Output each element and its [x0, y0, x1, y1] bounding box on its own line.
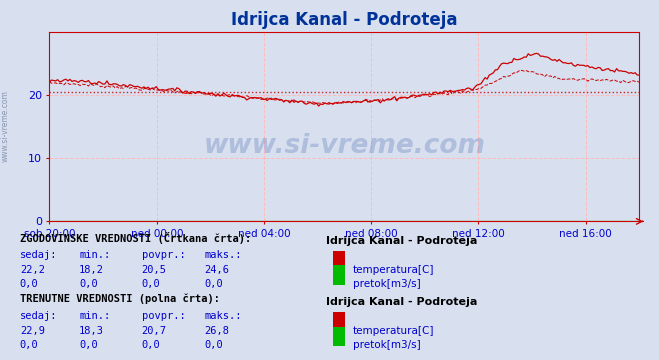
Text: 0,0: 0,0 — [142, 279, 160, 289]
Text: 20,5: 20,5 — [142, 265, 167, 275]
Text: maks.:: maks.: — [204, 250, 242, 260]
Text: pretok[m3/s]: pretok[m3/s] — [353, 279, 420, 289]
Text: sedaj:: sedaj: — [20, 250, 57, 260]
Text: Idrijca Kanal - Podroteja: Idrijca Kanal - Podroteja — [326, 297, 478, 307]
Text: 22,2: 22,2 — [20, 265, 45, 275]
Text: 18,2: 18,2 — [79, 265, 104, 275]
Text: 0,0: 0,0 — [79, 279, 98, 289]
Title: Idrijca Kanal - Podroteja: Idrijca Kanal - Podroteja — [231, 12, 457, 30]
Text: min.:: min.: — [79, 250, 110, 260]
Text: temperatura[C]: temperatura[C] — [353, 265, 434, 275]
Text: povpr.:: povpr.: — [142, 311, 185, 321]
Text: www.si-vreme.com: www.si-vreme.com — [1, 90, 10, 162]
Text: temperatura[C]: temperatura[C] — [353, 326, 434, 336]
Text: 0,0: 0,0 — [142, 340, 160, 350]
Text: 22,9: 22,9 — [20, 326, 45, 336]
Text: 0,0: 0,0 — [20, 279, 38, 289]
Text: 18,3: 18,3 — [79, 326, 104, 336]
Text: ZGODOVINSKE VREDNOSTI (Črtkana črta):: ZGODOVINSKE VREDNOSTI (Črtkana črta): — [20, 232, 251, 244]
Text: Idrijca Kanal - Podroteja: Idrijca Kanal - Podroteja — [326, 236, 478, 246]
Text: 24,6: 24,6 — [204, 265, 229, 275]
Text: 0,0: 0,0 — [20, 340, 38, 350]
Text: 20,7: 20,7 — [142, 326, 167, 336]
Text: sedaj:: sedaj: — [20, 311, 57, 321]
Text: min.:: min.: — [79, 311, 110, 321]
Text: pretok[m3/s]: pretok[m3/s] — [353, 340, 420, 350]
Text: 0,0: 0,0 — [204, 279, 223, 289]
Text: maks.:: maks.: — [204, 311, 242, 321]
Text: 0,0: 0,0 — [204, 340, 223, 350]
Text: povpr.:: povpr.: — [142, 250, 185, 260]
Text: 0,0: 0,0 — [79, 340, 98, 350]
Text: TRENUTNE VREDNOSTI (polna črta):: TRENUTNE VREDNOSTI (polna črta): — [20, 293, 219, 304]
Text: 26,8: 26,8 — [204, 326, 229, 336]
Text: www.si-vreme.com: www.si-vreme.com — [204, 133, 485, 159]
